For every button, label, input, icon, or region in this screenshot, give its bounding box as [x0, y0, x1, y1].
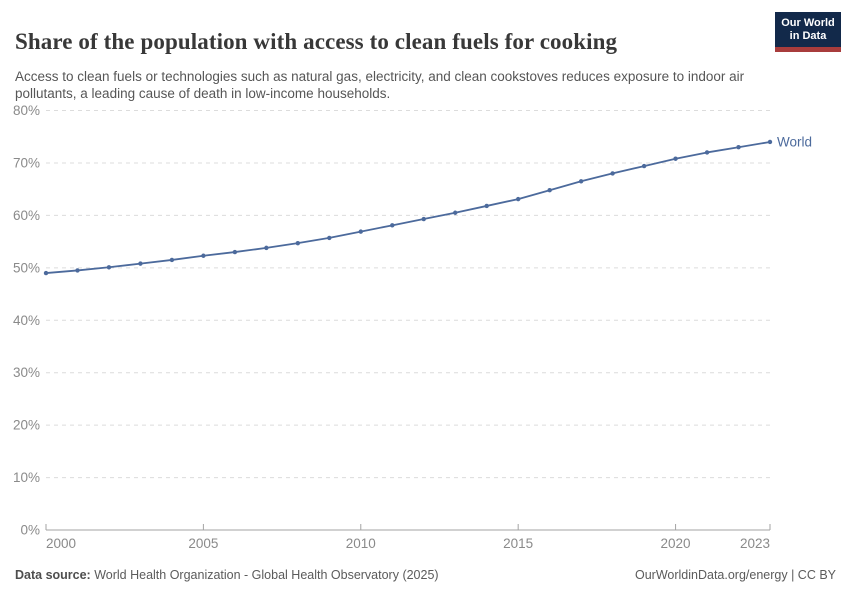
- data-source-note: Data source: World Health Organization -…: [15, 568, 439, 582]
- data-point-2020[interactable]: [673, 156, 678, 161]
- chart-subtitle: Access to clean fuels or technologies su…: [15, 68, 745, 101]
- y-tick-label: 80%: [13, 103, 40, 118]
- series-world[interactable]: World: [43, 134, 812, 276]
- data-point-2002[interactable]: [106, 265, 112, 270]
- data-point-2009[interactable]: [327, 235, 332, 241]
- data-point-2019[interactable]: [641, 163, 647, 169]
- x-tick-label: 2000: [46, 536, 76, 551]
- series-end-label[interactable]: World: [777, 134, 812, 149]
- y-tick-label: 40%: [13, 313, 40, 328]
- y-tick-label: 60%: [13, 208, 40, 223]
- data-point-2023[interactable]: [767, 139, 773, 145]
- data-point-2004[interactable]: [169, 257, 175, 263]
- data-point-2017[interactable]: [578, 179, 584, 184]
- owid-logo-text-line2: in Data: [789, 29, 827, 42]
- y-tick-label: 50%: [13, 260, 40, 275]
- owid-logo-text-line1: Our World: [781, 17, 835, 29]
- data-point-2001[interactable]: [75, 268, 80, 273]
- y-tick-label: 20%: [13, 418, 40, 433]
- x-tick-label: 2015: [503, 536, 533, 551]
- y-tick-label: 30%: [13, 365, 40, 380]
- series-line[interactable]: [45, 141, 771, 274]
- gridlines: [46, 110, 770, 479]
- credit-link[interactable]: OurWorldinData.org/energy | CC BY: [634, 568, 836, 582]
- data-point-2010[interactable]: [358, 229, 363, 234]
- x-tick-label: 2023: [740, 536, 770, 551]
- page-title: Share of the population with access to c…: [15, 29, 618, 55]
- owid-logo[interactable]: Our World in Data: [775, 12, 841, 52]
- y-tick-label: 0%: [20, 523, 40, 538]
- data-point-2021[interactable]: [704, 150, 710, 155]
- data-point-2003[interactable]: [138, 261, 143, 266]
- data-point-2011[interactable]: [390, 223, 395, 228]
- data-point-2013[interactable]: [453, 210, 458, 215]
- x-tick-label: 2020: [661, 536, 691, 551]
- chart-footer: Data source: World Health Organization -…: [15, 568, 836, 582]
- data-source-text: World Health Organization - Global Healt…: [90, 568, 439, 582]
- x-axis: [45, 524, 771, 531]
- data-point-2014[interactable]: [484, 203, 489, 209]
- x-axis-tick-labels: 2000 2005 2010 2015 2020 2023: [46, 536, 770, 551]
- data-source-label: Data source:: [15, 568, 91, 582]
- x-tick-label: 2010: [346, 536, 376, 551]
- y-tick-label: 70%: [13, 155, 40, 170]
- data-point-2018[interactable]: [610, 171, 615, 176]
- data-point-2000[interactable]: [43, 270, 49, 276]
- data-point-2022[interactable]: [736, 145, 741, 150]
- data-point-2015[interactable]: [515, 196, 521, 202]
- data-point-2006[interactable]: [232, 249, 238, 255]
- data-point-2016[interactable]: [547, 188, 552, 193]
- x-tick-label: 2005: [188, 536, 218, 551]
- data-point-2007[interactable]: [264, 245, 269, 251]
- y-tick-label: 10%: [13, 470, 40, 485]
- data-point-2008[interactable]: [295, 240, 301, 246]
- y-axis-tick-labels: 0% 10% 20% 30% 40% 50% 60% 70% 80%: [13, 103, 40, 538]
- data-point-2005[interactable]: [201, 253, 206, 258]
- data-point-2012[interactable]: [421, 216, 426, 222]
